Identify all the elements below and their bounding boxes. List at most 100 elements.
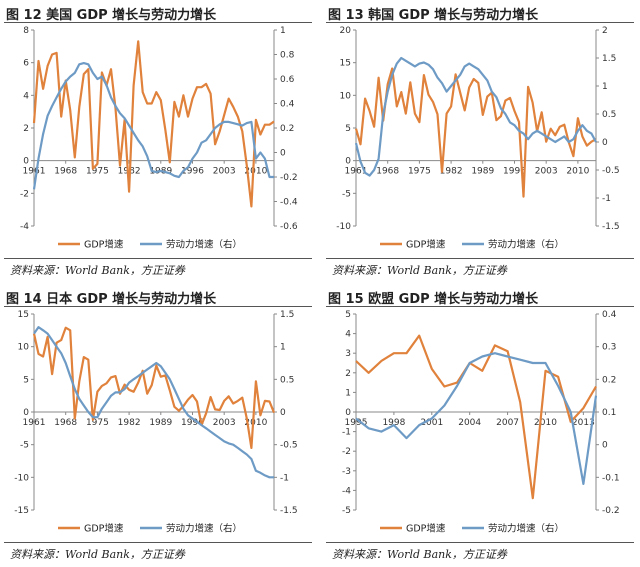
x-tick-label: 2003 — [535, 167, 558, 177]
panel-eu: 图 15 欧盟 GDP 增长与劳动力增长 -5 -4 -3 -2 -1 0 1 2 3 4 5 -0.… — [322, 284, 638, 567]
x-tick-label: 1961 — [23, 167, 46, 177]
panel-title: 图 15 欧盟 GDP 增长与劳动力增长 — [328, 292, 539, 307]
title-rule — [4, 306, 312, 307]
chart-usa: -4 -2 0 2 4 6 8 -0.6 -0.4 -0.2 0 0.2 0.4 0.6 0.8 1 1961 1… — [20, 26, 298, 251]
x-tick-label: 1998 — [382, 418, 405, 428]
legend-labor-label: 劳动力增速（右） — [166, 239, 242, 251]
x-tick-label: 1961 — [345, 167, 368, 177]
legend-gdp-label: GDP增速 — [84, 239, 124, 251]
source-rule — [4, 258, 312, 259]
y2-tick-label: 0.3 — [602, 343, 616, 353]
y2-tick-label: -0.2 — [602, 506, 620, 516]
y2-tick-label: 1 — [280, 343, 286, 353]
y2-tick-label: 0.5 — [280, 375, 294, 385]
y2-tick-label: 0 — [280, 149, 286, 159]
x-tick-label: 1968 — [54, 167, 77, 177]
labor-series-line — [354, 56, 597, 177]
legend-gdp-label: GDP增速 — [406, 523, 446, 535]
y-tick-label: -10 — [14, 473, 29, 483]
y-tick-label: 0 — [345, 157, 351, 167]
y2-tick-label: -1 — [602, 194, 611, 204]
y2-tick-label: -0.2 — [280, 173, 298, 183]
gdp-series-line — [32, 326, 276, 449]
y-tick-label: 3 — [345, 349, 351, 359]
y2-tick-label: 0.1 — [602, 408, 616, 418]
y2-tick-label: 1 — [602, 82, 608, 92]
y2-tick-label: 1.5 — [602, 54, 616, 64]
x-tick-label: 2013 — [572, 418, 595, 428]
y2-tick-label: -1.5 — [280, 506, 298, 516]
y-tick-label: -10 — [336, 222, 351, 232]
y-tick-label: 2 — [345, 369, 351, 379]
source-note: 资料来源：World Bank，方正证券 — [10, 264, 185, 277]
y2-tick-label: 2 — [602, 26, 608, 36]
y-tick-label: -5 — [342, 189, 351, 199]
y-tick-label: 4 — [23, 91, 29, 101]
chart-eu: -5 -4 -3 -2 -1 0 1 2 3 4 5 -0.2 -0.1 0 0.1 0.2 0.3 0.4 199… — [342, 310, 620, 535]
source-rule — [4, 542, 312, 543]
x-tick-label: 2004 — [458, 418, 481, 428]
panel-usa: 图 12 美国 GDP 增长与劳动力增长 -4 -2 0 2 4 6 8 -0.6 -0.4 -0… — [0, 0, 316, 283]
y-tick-label: 6 — [23, 59, 29, 69]
source-note: 资料来源：World Bank，方正证券 — [10, 548, 185, 561]
x-tick-label: 1961 — [23, 418, 46, 428]
x-tick-label: 2010 — [244, 167, 267, 177]
y-tick-label: 0 — [23, 157, 29, 167]
legend-labor-label: 劳动力增速（右） — [488, 239, 564, 251]
panel-japan: 图 14 日本 GDP 增长与劳动力增长 -15 -10 -5 0 5 10 15 -1.5-… — [0, 284, 316, 567]
y-tick-label: 15 — [340, 59, 351, 69]
y-tick-label: -4 — [20, 222, 29, 232]
legend-gdp-label: GDP增速 — [84, 523, 124, 535]
x-tick-label: 1989 — [471, 167, 494, 177]
y-tick-label: 15 — [18, 310, 29, 320]
y-tick-label: -3 — [342, 467, 351, 477]
y2-tick-label: 0.2 — [602, 375, 616, 385]
x-tick-label: 1975 — [408, 167, 431, 177]
y2-tick-label: -0.1 — [602, 473, 620, 483]
y-tick-label: 5 — [23, 375, 29, 385]
y-tick-label: 0 — [23, 408, 29, 418]
y2-tick-label: 0.5 — [602, 110, 616, 120]
labor-series-line — [32, 61, 274, 190]
y2-tick-label: 0.4 — [602, 310, 617, 320]
y-tick-label: -1 — [342, 428, 351, 438]
labor-series-line — [355, 352, 598, 485]
y-tick-label: -4 — [342, 486, 351, 496]
y2-tick-label: -1 — [280, 473, 289, 483]
y2-tick-label: 1 — [280, 26, 286, 36]
y-tick-label: 1 — [345, 388, 351, 398]
x-tick-label: 1982 — [118, 418, 141, 428]
x-tick-label: 1989 — [149, 418, 172, 428]
y-tick-label: -2 — [20, 189, 29, 199]
x-tick-label: 1996 — [181, 418, 204, 428]
legend-gdp-label: GDP增速 — [406, 239, 446, 251]
y2-tick-label: 0 — [602, 441, 608, 451]
y2-tick-label: 0.6 — [280, 75, 295, 85]
x-tick-label: 2007 — [496, 418, 519, 428]
source-note: 资料来源：World Bank，方正证券 — [332, 548, 507, 561]
x-tick-label: 1996 — [181, 167, 204, 177]
x-tick-label: 1996 — [503, 167, 526, 177]
chart-korea: -10 -5 0 5 10 15 20 -1.5 -1 -0.5 0 0.5 1 1.5 2 1961 1968… — [336, 26, 620, 251]
y2-tick-label: -0.5 — [602, 166, 620, 176]
panel-korea: 图 13 韩国 GDP 增长与劳动力增长 -10 -5 0 5 10 15 20 -1.5 -1… — [322, 0, 638, 283]
legend-labor-label: 劳动力增速（右） — [166, 523, 242, 535]
y2-tick-label: -0.4 — [280, 198, 298, 208]
labor-series-line — [33, 325, 274, 479]
panel-title: 图 13 韩国 GDP 增长与劳动力增长 — [328, 8, 539, 23]
y2-tick-label: -0.6 — [280, 222, 298, 232]
source-rule — [326, 542, 634, 543]
y-tick-label: 5 — [345, 310, 351, 320]
y-tick-label: 4 — [345, 330, 351, 340]
x-tick-label: 1995 — [345, 418, 368, 428]
gdp-series-line — [354, 67, 597, 198]
y-tick-label: 8 — [23, 26, 29, 36]
x-tick-label: 1968 — [54, 418, 77, 428]
title-rule — [326, 306, 634, 307]
y2-tick-label: 0 — [602, 138, 608, 148]
source-note: 资料来源：World Bank，方正证券 — [332, 264, 507, 277]
legend-labor-label: 劳动力增速（右） — [488, 523, 564, 535]
y-tick-label: 0 — [345, 408, 351, 418]
chart-japan: -15 -10 -5 0 5 10 15 -1.5 -1 -0.5 0 0.5 1 1.5 1961 1968… — [14, 310, 298, 535]
y2-tick-label: 0 — [280, 408, 286, 418]
